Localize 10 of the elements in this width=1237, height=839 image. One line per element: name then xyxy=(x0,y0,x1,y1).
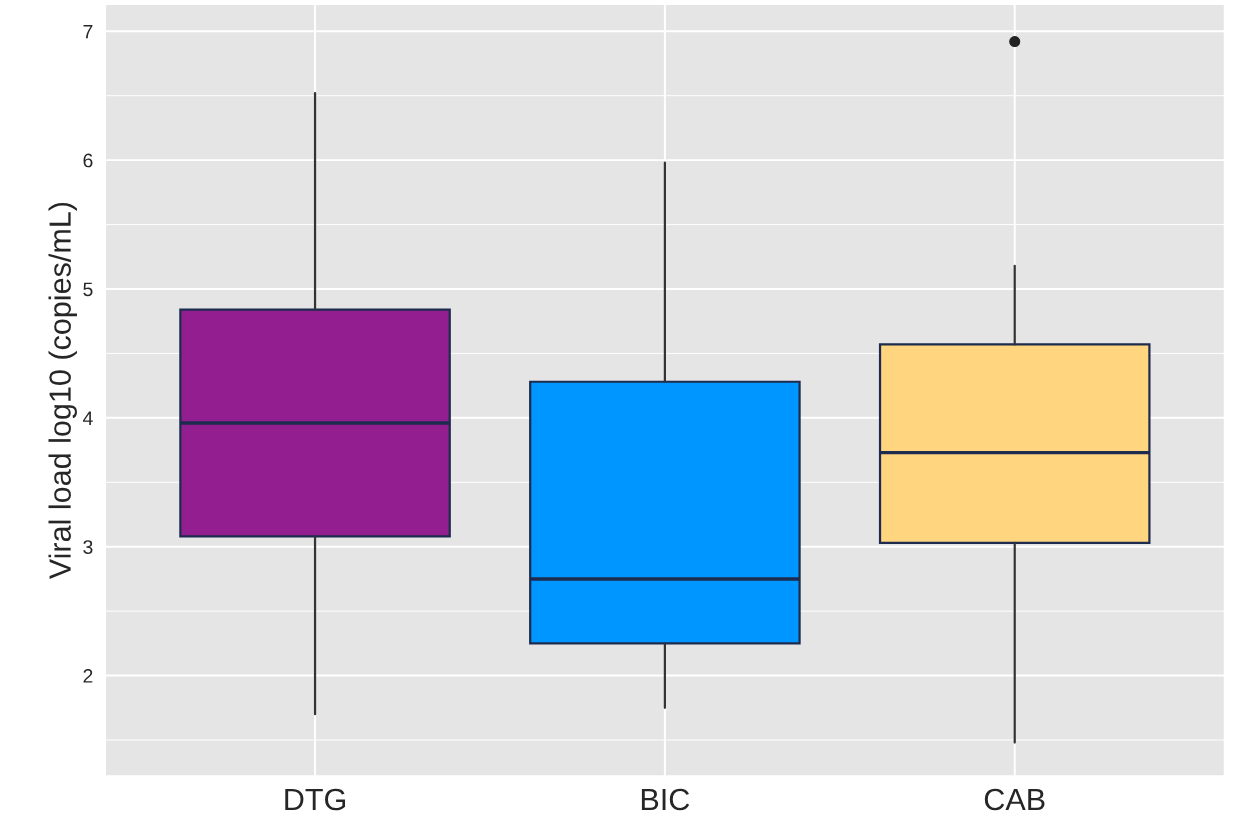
y-tick-label: 3 xyxy=(83,540,93,554)
y-tick-label: 6 xyxy=(83,153,93,168)
x-tick-label: DTG xyxy=(285,788,346,811)
y-tick-label: 2 xyxy=(83,669,93,683)
y-tick-label: 7 xyxy=(83,24,93,39)
y-tick-label: 5 xyxy=(83,282,93,297)
x-tick-label: CAB xyxy=(984,788,1045,811)
x-tick-label: BIC xyxy=(641,788,690,811)
y-tick-label: 4 xyxy=(82,411,93,425)
y-axis-title: Viral load log10 (copies/mL) xyxy=(48,202,77,580)
